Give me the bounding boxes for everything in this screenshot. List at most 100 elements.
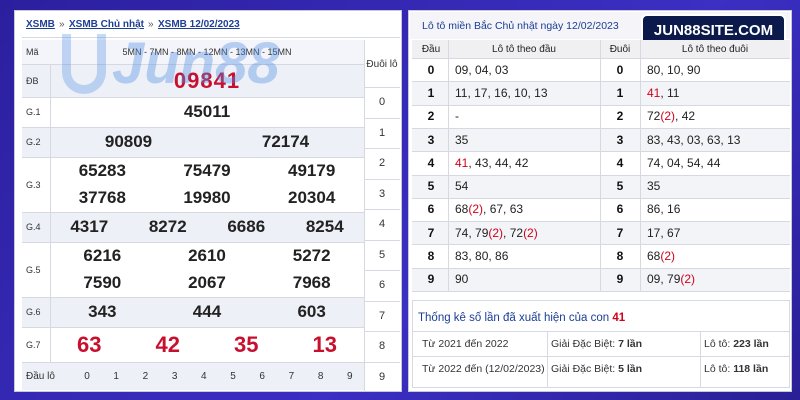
loto-tail: 8 (616, 249, 624, 264)
head-digit: 4 (201, 371, 207, 382)
tail-digit: 1 (378, 126, 386, 139)
prize-label: G.3 (26, 179, 41, 190)
loto-tail: 6 (616, 202, 624, 217)
text-segment: (2) (523, 225, 538, 240)
footer-label: Đầu lô (26, 371, 55, 382)
breadcrumb-separator: » (148, 18, 154, 30)
stats-cell: Giải Đặc Biệt: 5 lần (551, 356, 642, 381)
loto-head: 0 (427, 62, 435, 77)
loto-tail: 3 (616, 132, 624, 147)
text-segment: 17, 67 (647, 225, 681, 240)
divider (700, 331, 701, 388)
prize-number: 65283 (78, 160, 126, 180)
prize-number: 35 (234, 331, 259, 357)
breadcrumb-link[interactable]: XSMB 12/02/2023 (158, 18, 240, 30)
divider (364, 331, 400, 332)
divider (640, 40, 641, 291)
prize-number: 4317 (70, 217, 109, 236)
loto-head: 1 (427, 85, 435, 100)
loto-by-tail: 35 (647, 175, 660, 198)
divider (22, 212, 364, 213)
stats-cell: Từ 2022 đến (12/02/2023) (422, 356, 545, 381)
head-digit: 0 (84, 371, 90, 382)
text-segment: 5 lần (618, 362, 643, 375)
loto-tail: 2 (616, 109, 624, 124)
prize-number: 2067 (188, 273, 226, 293)
tail-digit: 8 (378, 340, 386, 353)
loto-title: Lô tô miền Bắc Chủ nhật ngày 12/02/2023 (422, 19, 619, 32)
loto-by-tail: 68 (2) (647, 244, 675, 267)
prize-number: 90809 (104, 132, 153, 151)
prize-number: 19980 (183, 188, 231, 208)
prize-number: 6216 (83, 245, 122, 265)
loto-tail: 4 (616, 155, 624, 170)
divider (364, 178, 400, 180)
breadcrumb-link[interactable]: XSMB (26, 18, 55, 30)
loto-head: 4 (427, 155, 435, 170)
divider (412, 267, 790, 269)
divider (412, 197, 790, 199)
divider (22, 327, 364, 328)
loto-head: 8 (427, 249, 435, 264)
prize-number: 8272 (148, 217, 187, 236)
loto-header: Đầu (421, 43, 441, 55)
row-bg (412, 81, 790, 105)
loto-by-head: - (455, 105, 459, 128)
text-segment: 90 (455, 272, 469, 287)
row-bg (412, 174, 790, 198)
loto-by-head: 90 (455, 268, 468, 291)
prize-number: 20304 (288, 188, 336, 208)
text-segment: 118 lần (733, 362, 769, 375)
head-digit: 9 (347, 371, 353, 382)
divider (412, 58, 790, 59)
loto-tail: 1 (616, 85, 624, 100)
text-segment: 41 (612, 312, 626, 324)
tail-digit: 3 (378, 187, 386, 200)
prize-number: 7590 (83, 273, 122, 293)
breadcrumb-link[interactable]: XSMB Chủ nhật (69, 18, 144, 30)
divider (364, 361, 400, 363)
loto-head: 7 (427, 225, 435, 240)
text-segment: Từ 2021 đến 2022 (422, 337, 509, 350)
text-segment: Giải Đặc Biệt: (551, 362, 619, 375)
text-segment: 83, 80, 86 (455, 249, 509, 264)
text-segment: Thống kê số lần đã xuất hiện của con (418, 312, 613, 324)
province-header: 5MN - 7MN - 8MN - 12MN - 13MN - 15MN (122, 47, 292, 57)
loto-tail: 9 (616, 272, 624, 287)
loto-by-tail: 09, 79 (2) (647, 268, 695, 291)
prize-number: 09841 (173, 67, 241, 93)
loto-head: 9 (427, 272, 435, 287)
divider (22, 362, 364, 363)
text-segment: (2) (468, 202, 484, 217)
divider (364, 239, 400, 241)
text-segment: 223 lần (733, 337, 769, 350)
loto-header: Lô tô theo đuôi (681, 43, 749, 55)
tail-digit: 5 (378, 248, 386, 261)
loto-by-tail: 17, 67 (647, 221, 680, 244)
stats-cell: Lô tô: 223 lần (704, 331, 769, 356)
divider (448, 40, 449, 291)
prize-number: 7968 (292, 273, 331, 293)
text-segment: (2) (680, 272, 696, 287)
text-segment: , 43, 44, 42 (468, 155, 529, 170)
loto-by-tail: 83, 43, 03, 63, 13 (647, 128, 740, 151)
row-bg (22, 127, 364, 157)
text-segment: (2) (488, 225, 504, 240)
loto-by-head: 68 (2), 67, 63 (455, 198, 523, 221)
text-segment: , 72 (503, 225, 524, 240)
loto-by-tail: 80, 10, 90 (647, 58, 700, 81)
divider (412, 104, 790, 106)
watermark-icon (62, 34, 106, 94)
loto-by-tail: 86, 16 (647, 198, 680, 221)
loto-by-head: 83, 80, 86 (455, 244, 508, 267)
prize-label: G.4 (26, 222, 41, 232)
divider (412, 174, 790, 176)
prize-number: 5272 (292, 245, 331, 265)
divider (22, 157, 364, 158)
divider (364, 87, 400, 88)
tail-digit: 2 (378, 157, 386, 170)
divider (22, 64, 364, 65)
text-segment: 09, 04, 03 (455, 62, 509, 77)
divider (22, 297, 364, 298)
